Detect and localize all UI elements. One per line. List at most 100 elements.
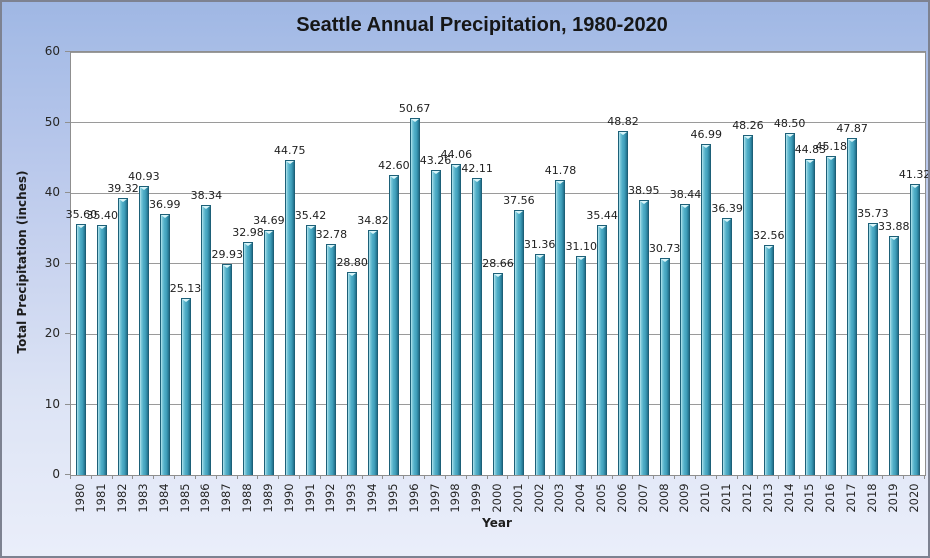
bar-value-label: 32.78 (315, 227, 348, 241)
gridline (71, 51, 925, 53)
x-axis-tick (778, 475, 780, 479)
bar-value-label: 28.80 (336, 255, 368, 269)
x-axis-tick (549, 475, 551, 479)
bar-value-label: 36.99 (148, 198, 181, 212)
y-axis-title: Total Precipitation (inches) (15, 170, 29, 354)
x-tick-label: 1988 (240, 483, 255, 513)
bar-value-label: 48.82 (607, 114, 639, 128)
y-tick-label: 10 (44, 396, 60, 411)
bar (76, 224, 87, 475)
bar (826, 156, 837, 475)
bar (659, 258, 670, 475)
bar-value-label: 35.40 (86, 209, 118, 223)
x-tick-label: 2005 (594, 483, 609, 513)
x-tick-label: 1993 (344, 483, 359, 513)
x-tick-label: 2016 (823, 483, 838, 513)
y-tick-label: 60 (44, 44, 60, 58)
bar-value-label: 35.60 (65, 208, 98, 222)
x-axis-tick (215, 475, 217, 479)
bar-value-label: 48.50 (773, 117, 806, 131)
y-axis-tick (65, 333, 70, 334)
bar (493, 272, 503, 475)
bar (97, 225, 108, 475)
x-axis-tick (569, 475, 571, 479)
x-tick-label: 1986 (198, 483, 213, 513)
bar (617, 130, 628, 475)
x-axis-tick (757, 475, 759, 479)
y-tick-label: 30 (44, 255, 60, 270)
bar-value-label: 45.18 (815, 140, 848, 154)
bar (513, 210, 524, 475)
x-axis-tick (299, 475, 301, 479)
x-axis-tick (653, 475, 655, 479)
x-axis-tick (382, 475, 384, 479)
x-tick-label: 1983 (135, 483, 150, 513)
bar (472, 178, 483, 475)
x-axis-tick (90, 475, 92, 479)
bar (388, 174, 399, 475)
x-axis-tick (507, 475, 509, 479)
bar (159, 214, 170, 475)
bar (222, 263, 233, 475)
x-tick-label: 1995 (385, 483, 400, 513)
bar-value-label: 37.56 (503, 194, 535, 208)
bar (597, 225, 608, 475)
bar (243, 242, 254, 475)
x-tick-label: 2012 (739, 483, 754, 513)
x-axis-tick (924, 475, 925, 479)
x-tick-label: 2013 (760, 483, 775, 513)
x-tick-label: 1996 (406, 483, 421, 513)
bar-value-label: 43.26 (419, 154, 452, 168)
x-axis-tick (632, 475, 634, 479)
bar-value-label: 25.13 (169, 281, 202, 295)
bar (805, 158, 816, 475)
bar-value-label: 38.44 (669, 187, 702, 201)
y-axis-tick (65, 262, 70, 264)
x-tick-label: 2008 (656, 483, 671, 513)
x-tick-label: 1980 (73, 483, 88, 513)
x-tick-label: 1997 (427, 483, 442, 513)
bar (867, 223, 878, 475)
bar-value-label: 44.83 (794, 142, 827, 156)
bar-value-label: 30.73 (648, 242, 681, 256)
x-tick-label: 1998 (448, 483, 463, 513)
x-tick-label: 2004 (573, 483, 588, 513)
bar (576, 255, 587, 475)
y-tick-label: 0 (52, 467, 60, 481)
bar-value-label: 42.60 (378, 158, 410, 172)
y-axis-tick (65, 51, 70, 52)
bar-value-label: 35.44 (586, 209, 618, 223)
x-tick-label: 2011 (719, 483, 734, 513)
bar-value-label: 35.42 (294, 209, 327, 223)
x-tick-label: 1999 (469, 483, 484, 513)
x-tick-label: 2010 (698, 483, 713, 513)
bar-value-label: 46.99 (690, 127, 723, 141)
bar-value-label: 44.06 (440, 148, 473, 162)
y-tick-label: 20 (44, 326, 60, 340)
x-axis-tick (153, 475, 155, 479)
x-axis-tick (319, 475, 321, 479)
x-tick-label: 2007 (635, 483, 650, 513)
x-axis-tick (194, 475, 196, 479)
bar (409, 117, 420, 475)
x-tick-label: 1984 (156, 483, 171, 513)
x-tick-label: 1994 (365, 483, 380, 513)
bar (138, 186, 149, 475)
x-axis-tick (444, 475, 446, 479)
x-tick-label: 2017 (844, 483, 859, 513)
bar (680, 203, 691, 475)
bar (742, 134, 753, 475)
bar (701, 143, 712, 475)
x-tick-label: 2003 (552, 483, 567, 513)
y-axis-tick (65, 403, 70, 405)
bar-value-label: 38.95 (628, 184, 660, 198)
bar-value-label: 39.32 (107, 181, 139, 195)
bar-value-label: 29.93 (211, 247, 243, 261)
bar-value-label: 42.11 (461, 162, 493, 176)
bar-value-label: 48.26 (732, 118, 764, 132)
x-axis-tick (340, 475, 342, 479)
x-tick-label: 1985 (177, 483, 192, 513)
x-tick-label: 1982 (115, 483, 130, 513)
bar-value-label: 36.39 (711, 202, 743, 216)
